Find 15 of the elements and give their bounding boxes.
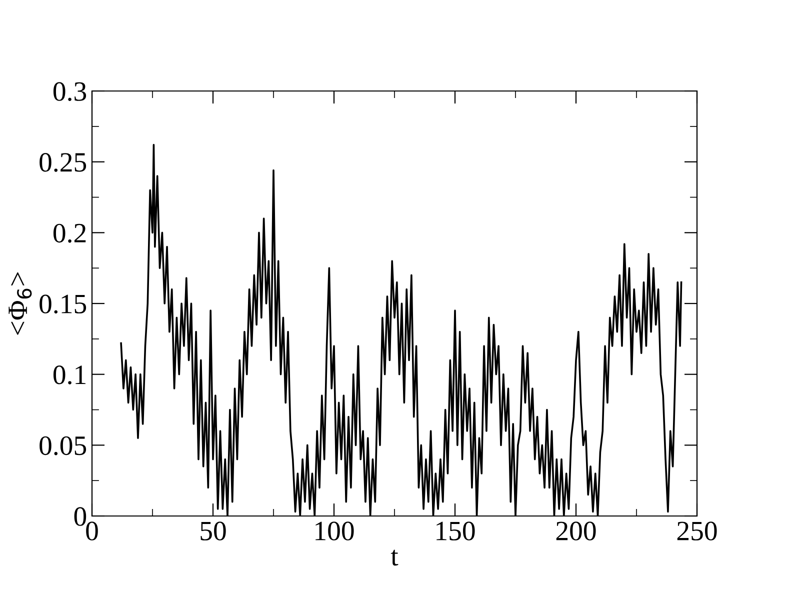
x-tick-label: 100 (316, 522, 354, 540)
x-tick-label: 150 (436, 522, 475, 540)
y-tick-label: 0.15 (40, 294, 86, 314)
y-axis-title: <Φ$_{6}$> (8, 272, 32, 335)
y-tick-label: 0.05 (40, 436, 86, 456)
x-tick-label: 250 (677, 522, 717, 540)
y-tick-label: 0.3 (53, 82, 86, 102)
x-axis-title: t (390, 550, 398, 566)
y-tick-label: 0 (74, 507, 86, 526)
x-tick-label: 200 (556, 522, 596, 540)
y-tick-label: 0.25 (40, 153, 86, 172)
x-tick-label: 50 (200, 522, 226, 540)
y-tick-label: 0.2 (53, 224, 86, 243)
x-tick-label: 0 (86, 522, 98, 540)
y-tick-label: 0.1 (53, 366, 86, 384)
